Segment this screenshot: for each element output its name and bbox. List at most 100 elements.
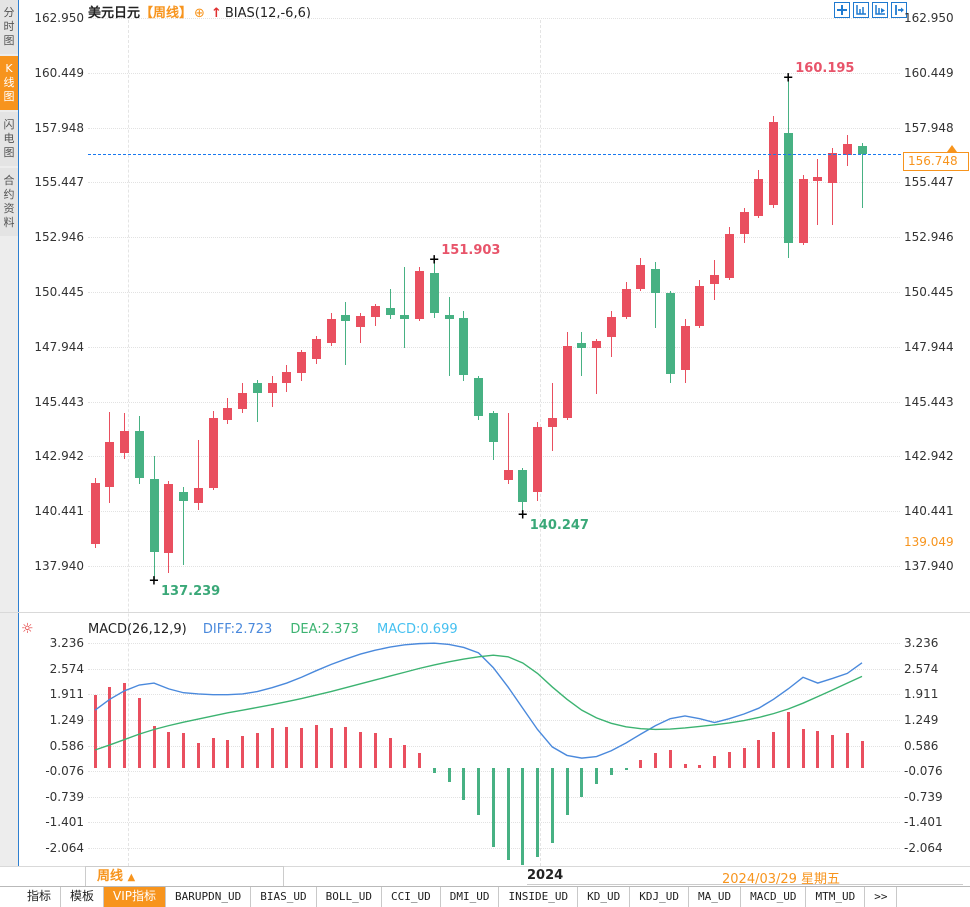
price-axis-label-right: 137.940 bbox=[904, 559, 954, 573]
macd-axis-label-left: -1.401 bbox=[45, 815, 84, 830]
add-indicator-icon[interactable]: ⊕ bbox=[194, 6, 205, 21]
macd-histogram-bar bbox=[388, 737, 392, 769]
alert-price-label: 139.049 bbox=[904, 534, 954, 549]
indicator-tab-boll-ud[interactable]: BOLL_UD bbox=[317, 887, 382, 907]
macd-histogram-bar bbox=[506, 768, 510, 861]
candle bbox=[798, 179, 808, 243]
macd-histogram-bar bbox=[418, 753, 421, 769]
macd-histogram-bar bbox=[786, 711, 790, 769]
macd-gridline bbox=[88, 694, 900, 696]
candle-wick bbox=[832, 148, 833, 226]
candle-wick bbox=[197, 439, 199, 510]
sidebar-tab-contract-info[interactable]: 合约资料 bbox=[0, 168, 18, 236]
indicator-tab-cci-ud[interactable]: CCI_UD bbox=[382, 887, 441, 907]
indicator-tab-barupdn-ud[interactable]: BARUPDN_UD bbox=[166, 887, 252, 907]
more-indicators-tab[interactable]: >> bbox=[865, 887, 898, 907]
indicator-tab-inside-ud[interactable]: INSIDE_UD bbox=[499, 887, 579, 907]
candle bbox=[297, 352, 306, 373]
indicator-tab-vip-[interactable]: VIP指标 bbox=[104, 887, 167, 907]
price-axis-label-left: 157.948 bbox=[34, 120, 84, 135]
macd-histogram-bar bbox=[477, 768, 480, 815]
macd-histogram-bar bbox=[845, 733, 849, 769]
indicator-tab--[interactable]: 指标 bbox=[18, 887, 62, 907]
candle bbox=[238, 392, 247, 410]
indicator-tab-bias-ud[interactable]: BIAS_UD bbox=[251, 887, 317, 907]
macd-axis-label-left: 0.586 bbox=[49, 738, 84, 753]
candle-wick bbox=[183, 486, 184, 565]
candle bbox=[252, 382, 262, 393]
macd-histogram-bar bbox=[314, 725, 318, 769]
price-axis-label-left: 152.946 bbox=[34, 230, 84, 245]
candle bbox=[208, 417, 218, 488]
sidebar-tab-flash[interactable]: 闪电图 bbox=[0, 112, 18, 166]
price-axis-label-right: 140.441 bbox=[904, 504, 954, 519]
sidebar-tab-kline[interactable]: K线图 bbox=[0, 56, 18, 110]
price-gridline bbox=[88, 127, 900, 129]
axis-scale-up-icon[interactable] bbox=[853, 2, 869, 18]
pane-separator bbox=[0, 866, 970, 867]
indicator-settings-icon[interactable]: ☼ bbox=[21, 621, 34, 637]
indicator-tab-mtm-ud[interactable]: MTM_UD bbox=[806, 887, 866, 907]
macd-histogram-bar bbox=[182, 733, 185, 769]
candle bbox=[193, 487, 203, 504]
cursor-date-label: 2024/03/29 星期五 bbox=[722, 872, 841, 887]
macd-histogram-bar bbox=[698, 765, 702, 769]
macd-histogram-bar bbox=[860, 741, 864, 769]
macd-histogram-bar bbox=[123, 683, 126, 769]
candle-wick bbox=[345, 301, 347, 366]
macd-histogram-bar bbox=[373, 733, 377, 769]
indicator-tab-macd-ud[interactable]: MACD_UD bbox=[741, 887, 807, 907]
sidebar-tab-time[interactable]: 分时图 bbox=[0, 0, 18, 54]
axis-play-icon[interactable] bbox=[872, 2, 888, 18]
macd-histogram-bar bbox=[196, 743, 200, 769]
current-price-line bbox=[88, 153, 956, 155]
macd-axis-label-right: -1.401 bbox=[904, 815, 943, 830]
candle bbox=[223, 408, 233, 421]
date-underline bbox=[527, 884, 963, 885]
period-selector-button[interactable]: 周线 ▲ bbox=[85, 866, 284, 888]
candle bbox=[769, 122, 778, 206]
pop-out-icon[interactable] bbox=[891, 2, 907, 18]
macd-diff-value: DIFF:2.723 bbox=[202, 622, 273, 637]
indicator-tab-ma-ud[interactable]: MA_UD bbox=[689, 887, 742, 907]
candle bbox=[415, 271, 424, 320]
macd-histogram-bar bbox=[536, 768, 539, 858]
macd-histogram-bar bbox=[713, 756, 716, 769]
macd-histogram-bar bbox=[285, 727, 289, 769]
indicator-tab-kd-ud[interactable]: KD_UD bbox=[578, 887, 631, 907]
indicator-tab--[interactable]: 模板 bbox=[61, 887, 105, 907]
chart-type-sidebar: 分时图 K线图闪电图合约资料 bbox=[0, 0, 19, 866]
candle bbox=[164, 483, 174, 553]
macd-histogram-bar bbox=[654, 753, 657, 769]
candle bbox=[474, 378, 483, 416]
candle bbox=[356, 315, 365, 327]
macd-histogram-bar bbox=[595, 768, 598, 784]
candle-wick bbox=[596, 338, 597, 394]
macd-gridline bbox=[88, 745, 900, 747]
price-axis-label-left: 137.940 bbox=[34, 559, 84, 573]
macd-histogram-bar bbox=[211, 737, 215, 769]
bias-indicator-label: BIAS(12,-6,6) bbox=[224, 6, 311, 21]
candle bbox=[724, 233, 734, 278]
indicator-tab-kdj-ud[interactable]: KDJ_UD bbox=[630, 887, 689, 907]
candle bbox=[518, 470, 528, 503]
macd-histogram-bar bbox=[683, 763, 687, 769]
macd-axis-label-right: 0.586 bbox=[904, 738, 939, 753]
candle bbox=[783, 133, 793, 243]
candle bbox=[105, 441, 115, 487]
price-axis-label-left: 150.445 bbox=[34, 285, 84, 299]
candle bbox=[754, 179, 764, 217]
candle bbox=[592, 341, 601, 348]
macd-histogram-bar bbox=[550, 768, 554, 844]
extreme-cross-marker: + bbox=[782, 70, 794, 86]
macd-axis-label-left: 1.249 bbox=[49, 712, 84, 727]
crosshair-move-icon[interactable] bbox=[834, 2, 850, 18]
price-axis-label-right: 160.449 bbox=[904, 65, 954, 80]
macd-histogram-bar bbox=[432, 768, 436, 774]
price-extreme-annotation: 140.247 bbox=[529, 518, 589, 534]
indicator-tab-dmi-ud[interactable]: DMI_UD bbox=[441, 887, 500, 907]
price-gridline bbox=[88, 237, 900, 239]
price-gridline bbox=[88, 292, 900, 293]
chart-header: 美元日元【周线】 ⊕ ↑ BIAS(12,-6,6) bbox=[88, 2, 311, 21]
price-axis-label-right: 145.443 bbox=[904, 394, 954, 409]
